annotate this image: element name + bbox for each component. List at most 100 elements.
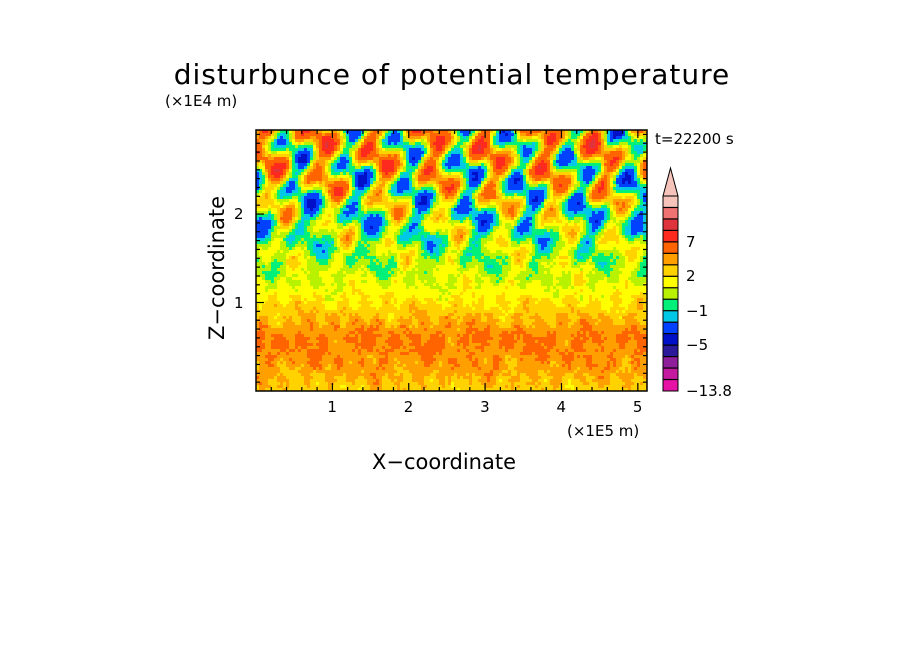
heatmap-cell — [301, 229, 305, 233]
heatmap-cell — [556, 136, 560, 140]
heatmap-cell — [541, 235, 545, 239]
heatmap-cell — [613, 178, 617, 182]
heatmap-cell — [412, 154, 416, 158]
heatmap-cell — [322, 226, 326, 230]
heatmap-cell — [274, 196, 278, 200]
heatmap-cell — [334, 217, 338, 221]
heatmap-cell — [418, 145, 422, 149]
heatmap-cell — [592, 148, 596, 152]
heatmap-cell — [595, 238, 599, 242]
heatmap-cell — [469, 166, 473, 170]
heatmap-cell — [577, 160, 581, 164]
heatmap-cell — [424, 208, 428, 212]
heatmap-cell — [418, 190, 422, 194]
heatmap-cell — [457, 136, 461, 140]
heatmap-cell — [310, 136, 314, 140]
heatmap-cell — [355, 232, 359, 236]
heatmap-cell — [442, 214, 446, 218]
heatmap-cell — [379, 163, 383, 167]
heatmap-cell — [403, 193, 407, 197]
heatmap-cell — [469, 205, 473, 209]
heatmap-cell — [553, 160, 557, 164]
heatmap-cell — [499, 148, 503, 152]
heatmap-cell — [640, 232, 644, 236]
heatmap-cell — [526, 214, 530, 218]
heatmap-cell — [508, 235, 512, 239]
heatmap-cell — [292, 211, 296, 215]
heatmap-cell — [394, 217, 398, 221]
heatmap-cell — [511, 175, 515, 179]
heatmap-cell — [604, 136, 608, 140]
heatmap-cell — [400, 181, 404, 185]
heatmap-cell — [457, 184, 461, 188]
heatmap-cell — [553, 178, 557, 182]
heatmap-cell — [580, 151, 584, 155]
heatmap-cell — [463, 232, 467, 236]
heatmap-cell — [385, 199, 389, 203]
heatmap-cell — [619, 166, 623, 170]
heatmap-cell — [469, 208, 473, 212]
heatmap-cell — [352, 163, 356, 167]
heatmap-cell — [487, 145, 491, 149]
heatmap-cell — [346, 157, 350, 161]
heatmap-cell — [553, 199, 557, 203]
heatmap-cell — [568, 130, 572, 134]
heatmap-cell — [322, 235, 326, 239]
heatmap-cell — [529, 217, 533, 221]
heatmap-cell — [307, 235, 311, 239]
heatmap-cell — [457, 235, 461, 239]
heatmap-cell — [388, 190, 392, 194]
heatmap-cell — [274, 187, 278, 191]
heatmap-cell — [430, 160, 434, 164]
heatmap-cell — [325, 223, 329, 227]
heatmap-cell — [538, 142, 542, 146]
heatmap-cell — [631, 241, 635, 245]
heatmap-cell — [349, 217, 353, 221]
heatmap-cell — [610, 211, 614, 215]
heatmap-cell — [550, 232, 554, 236]
heatmap-cell — [439, 169, 443, 173]
heatmap-cell — [511, 160, 515, 164]
heatmap-cell — [406, 241, 410, 245]
heatmap-cell — [628, 148, 632, 152]
heatmap-cell — [322, 214, 326, 218]
heatmap-cell — [355, 241, 359, 245]
heatmap-cell — [625, 157, 629, 161]
heatmap-cell — [508, 130, 512, 134]
heatmap-cell — [271, 145, 275, 149]
heatmap-cell — [382, 154, 386, 158]
heatmap-cell — [316, 217, 320, 221]
heatmap-cell — [604, 226, 608, 230]
heatmap-cell — [421, 217, 425, 221]
heatmap-cell — [352, 133, 356, 137]
heatmap-cell — [307, 166, 311, 170]
heatmap-cell — [487, 196, 491, 200]
heatmap-cell — [367, 211, 371, 215]
heatmap-cell — [367, 151, 371, 155]
heatmap-cell — [286, 211, 290, 215]
heatmap-cell — [523, 226, 527, 230]
heatmap-cell — [424, 217, 428, 221]
heatmap-cell — [439, 133, 443, 137]
heatmap-cell — [490, 187, 494, 191]
heatmap-cell — [292, 232, 296, 236]
heatmap-cell — [370, 217, 374, 221]
heatmap-cell — [565, 223, 569, 227]
heatmap-cell — [325, 163, 329, 167]
heatmap-cell — [619, 142, 623, 146]
heatmap-cell — [613, 199, 617, 203]
heatmap-cell — [412, 178, 416, 182]
heatmap-cell — [466, 226, 470, 230]
heatmap-cell — [385, 229, 389, 233]
heatmap-cell — [595, 217, 599, 221]
heatmap-cell — [277, 223, 281, 227]
heatmap-cell — [271, 139, 275, 143]
heatmap-cell — [613, 205, 617, 209]
heatmap-cell — [469, 139, 473, 143]
heatmap-cell — [580, 193, 584, 197]
heatmap-cell — [520, 181, 524, 185]
heatmap-cell — [511, 142, 515, 146]
heatmap-cell — [448, 211, 452, 215]
heatmap-cell — [472, 214, 476, 218]
heatmap-cell — [436, 199, 440, 203]
